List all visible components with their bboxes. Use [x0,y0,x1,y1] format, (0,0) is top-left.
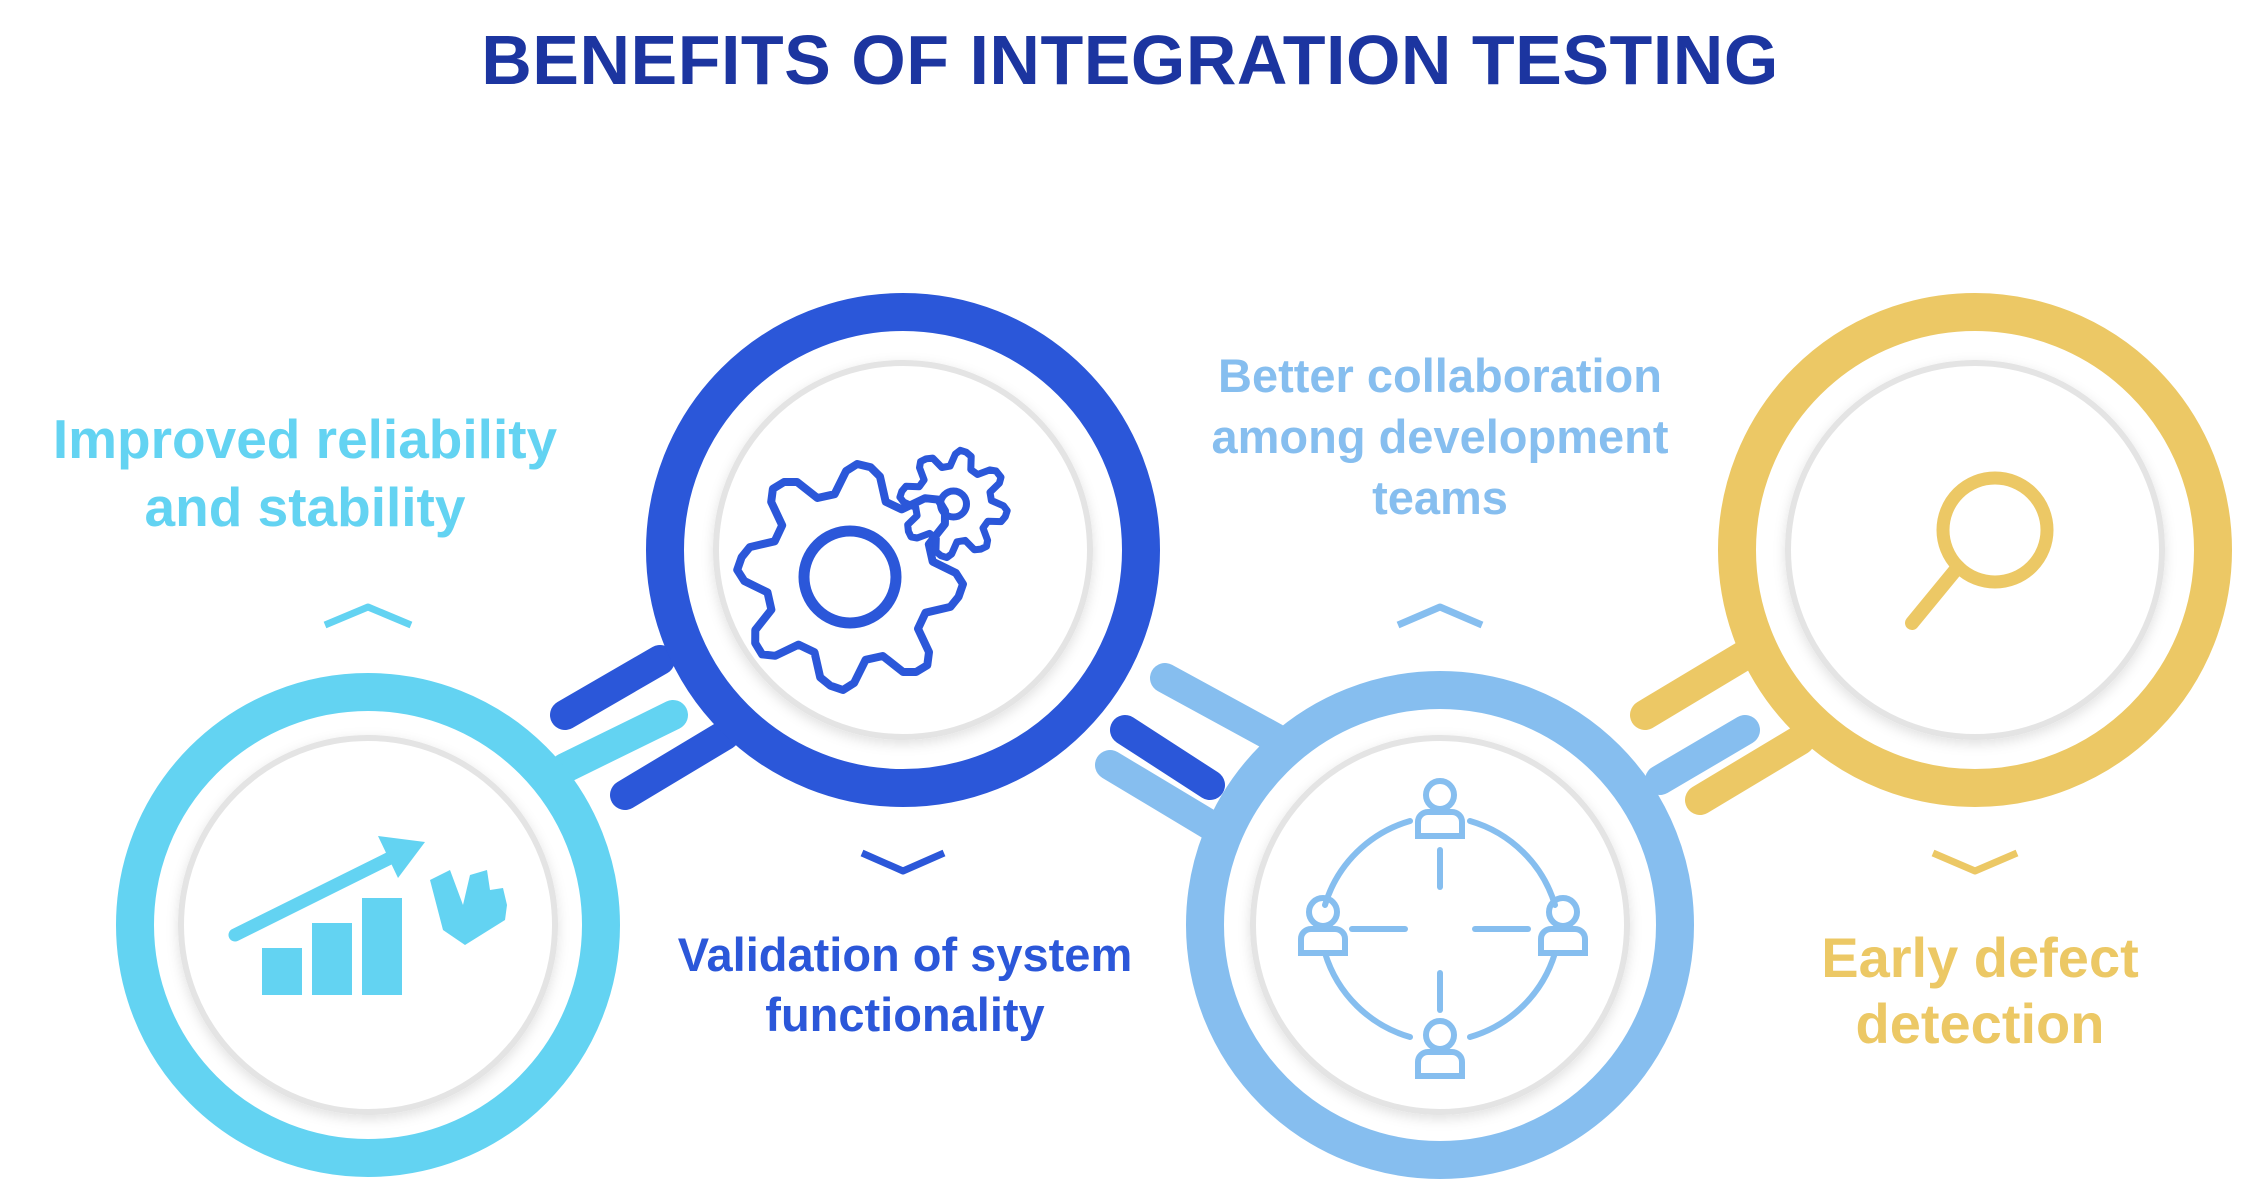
person-icon [1415,1018,1465,1079]
connector-yellow-lower [1685,725,1815,815]
person-icon [1298,895,1348,956]
team-network-icon [1298,778,1588,1079]
connector-light-blue-right [1095,750,1225,840]
circle-blue [646,293,1160,807]
growth-chart-icon [228,836,507,995]
gears-icon [733,446,1011,694]
circle-light-blue [1186,671,1694,1179]
chevron-down-icon [1931,849,2019,875]
benefit-label-early-defect-detection: Early defect detection [1821,926,2139,1055]
benefit-label-improved-reliability: Improved reliability and stability [52,408,558,538]
chevron-down-icon [860,849,946,875]
connector-light-blue-to-yellow [1645,715,1760,795]
connector-light-blue-left [1150,663,1290,753]
benefit-label-validation: Validation of system functionality [677,928,1133,1041]
chevron-up-icon [1396,603,1484,629]
connector-blue-left-upper [550,645,675,730]
connector-cyan [550,700,688,783]
page-title: BENEFITS OF INTEGRATION TESTING [481,21,1779,99]
connector-yellow-upper [1630,640,1760,730]
chevron-up-icon [323,603,413,629]
person-icon [1415,778,1465,839]
connector-blue-left-lower [610,720,740,810]
connectors [550,640,1815,840]
connector-blue-right [1110,715,1225,800]
benefit-label-collaboration: Better collaboration among development t… [1211,349,1669,524]
person-icon [1538,895,1588,956]
circle-yellow [1718,293,2232,807]
magnifier-icon [1905,471,2054,630]
